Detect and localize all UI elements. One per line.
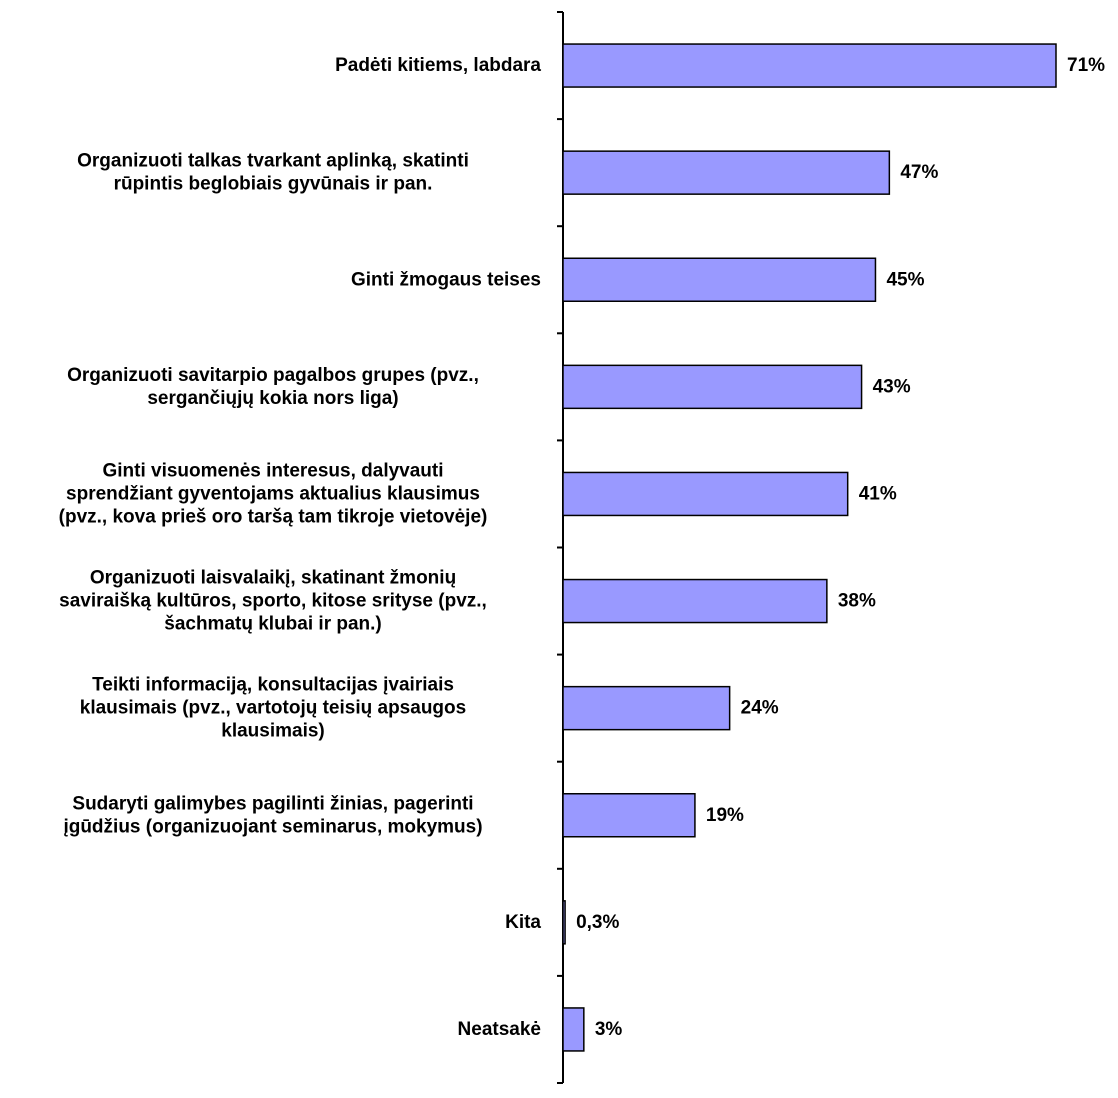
data-label: 38% bbox=[838, 591, 876, 612]
data-label: 19% bbox=[706, 805, 744, 826]
data-label: 43% bbox=[873, 376, 911, 397]
data-label: 41% bbox=[859, 483, 897, 504]
bars bbox=[562, 43, 1057, 1052]
bar bbox=[562, 364, 863, 410]
bar bbox=[562, 1007, 585, 1052]
category-label: Ginti žmogaus teises bbox=[351, 269, 541, 290]
category-label: Neatsakė bbox=[458, 1019, 541, 1040]
category-label: Organizuoti talkas tvarkant aplinką, ska… bbox=[77, 151, 469, 195]
category-label: Ginti visuomenės interesus, dalyvauti spr… bbox=[59, 460, 488, 527]
category-label: Padėti kitiems, labdara bbox=[335, 55, 541, 76]
category-label: Organizuoti laisvalaikį, skatinant žmoni… bbox=[59, 568, 487, 635]
bar bbox=[562, 578, 828, 624]
bar bbox=[562, 685, 731, 731]
data-label: 24% bbox=[741, 698, 779, 719]
bar bbox=[562, 257, 877, 302]
data-label: 0,3% bbox=[576, 912, 619, 933]
data-label: 3% bbox=[595, 1019, 623, 1040]
category-label: Organizuoti savitarpio pagalbos grupes (… bbox=[67, 365, 479, 409]
data-labels: 71% 47% 45% 43% 41% 38% 24% 19% 0,3% 3% bbox=[576, 55, 1105, 1040]
category-labels: Padėti kitiems, labdara Organizuoti talka… bbox=[59, 55, 542, 1040]
bar bbox=[562, 471, 849, 517]
category-label: Teikti informaciją, konsultacijas įvairi… bbox=[80, 675, 466, 742]
bar bbox=[562, 150, 891, 195]
category-label: Kita bbox=[505, 912, 541, 933]
bar bbox=[562, 43, 1057, 88]
bar bbox=[562, 900, 566, 945]
data-label: 45% bbox=[886, 269, 924, 290]
axis-ticks bbox=[557, 11, 563, 1084]
data-label: 47% bbox=[900, 162, 938, 183]
category-label: Sudaryti galimybes pagilinti žinias, pag… bbox=[63, 793, 482, 837]
data-label: 71% bbox=[1067, 55, 1105, 76]
bar bbox=[562, 793, 696, 838]
